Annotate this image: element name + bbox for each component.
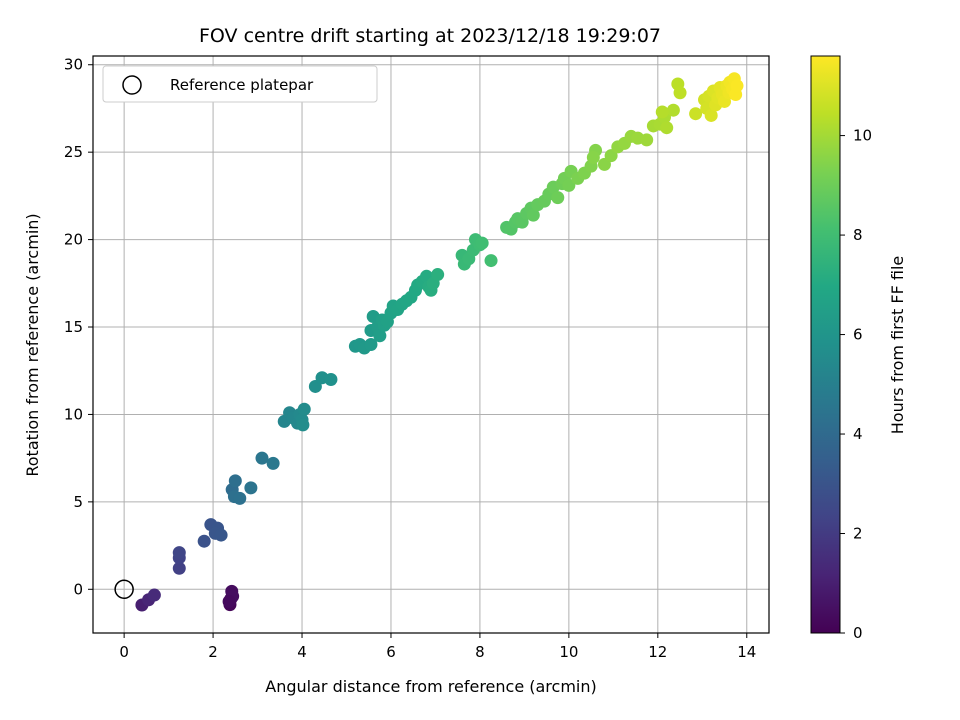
- data-point: [704, 108, 718, 122]
- data-point: [640, 133, 654, 147]
- data-point: [689, 107, 703, 121]
- x-axis-ticks: 0 2 4 6 8 10 12 14: [119, 633, 756, 661]
- data-point: [228, 474, 242, 488]
- data-point: [172, 546, 186, 560]
- grid-lines: [93, 56, 769, 633]
- data-point: [244, 481, 258, 495]
- chart-title: FOV centre drift starting at 2023/12/18 …: [199, 25, 661, 47]
- legend-label: Reference platepar: [170, 76, 314, 94]
- y-tick-label: 25: [64, 143, 83, 161]
- data-point: [147, 588, 161, 602]
- data-point: [222, 595, 236, 609]
- data-point: [655, 105, 669, 119]
- data-point: [586, 150, 600, 164]
- colorbar-tick-label: 2: [853, 525, 863, 543]
- colorbar-tick-label: 8: [853, 226, 863, 244]
- data-point: [475, 236, 489, 250]
- y-tick-label: 0: [73, 580, 83, 598]
- colorbar-tick-label: 4: [853, 425, 863, 443]
- legend-marker: [122, 75, 142, 95]
- data-point: [431, 268, 445, 282]
- x-tick-label: 14: [737, 643, 756, 661]
- data-point: [324, 372, 338, 386]
- legend-box: [102, 65, 378, 103]
- data-point: [673, 86, 687, 100]
- data-point: [660, 121, 674, 135]
- y-axis-ticks: 0 5 10 15 20 25 30: [64, 56, 93, 598]
- colorbar-label: Hours from first FF file: [888, 256, 907, 435]
- data-point: [730, 79, 744, 93]
- data-point: [551, 191, 565, 205]
- data-points: [114, 72, 744, 612]
- colorbar-gradient: [810, 55, 841, 634]
- data-point: [197, 534, 211, 548]
- plot-frame: [92, 55, 770, 634]
- x-tick-label: 12: [648, 643, 667, 661]
- x-tick-label: 6: [386, 643, 396, 661]
- data-point: [526, 208, 540, 222]
- data-point: [297, 402, 311, 416]
- y-axis-label: Rotation from reference (arcmin): [23, 213, 42, 476]
- y-tick-label: 20: [64, 231, 83, 249]
- y-tick-label: 30: [64, 56, 83, 74]
- colorbar-tick-label: 6: [853, 326, 863, 344]
- x-tick-label: 4: [297, 643, 307, 661]
- x-axis-label: Angular distance from reference (arcmin): [265, 677, 596, 696]
- colorbar-tick-label: 0: [853, 624, 863, 642]
- y-tick-label: 5: [73, 493, 83, 511]
- data-point: [364, 338, 378, 351]
- data-point: [172, 561, 186, 575]
- data-point: [484, 254, 498, 268]
- x-tick-label: 2: [208, 643, 218, 661]
- legend: Reference platepar: [102, 65, 378, 103]
- data-point: [255, 451, 269, 465]
- data-point: [666, 103, 680, 117]
- data-point: [233, 491, 247, 505]
- colorbar: 0 2 4 6 8 10 Hours from first FF file: [810, 55, 907, 642]
- x-tick-label: 10: [559, 643, 578, 661]
- colorbar-ticks: 0 2 4 6 8 10: [840, 127, 872, 642]
- x-tick-label: 8: [475, 643, 485, 661]
- data-point: [214, 528, 228, 542]
- data-point: [373, 329, 387, 343]
- colorbar-tick-label: 10: [853, 127, 872, 145]
- x-tick-label: 0: [119, 643, 129, 661]
- data-point: [266, 456, 280, 470]
- reference-platepar-marker: [114, 579, 134, 600]
- data-point: [562, 178, 576, 192]
- y-tick-label: 10: [64, 405, 83, 423]
- y-tick-label: 15: [64, 318, 83, 336]
- data-point: [296, 418, 310, 432]
